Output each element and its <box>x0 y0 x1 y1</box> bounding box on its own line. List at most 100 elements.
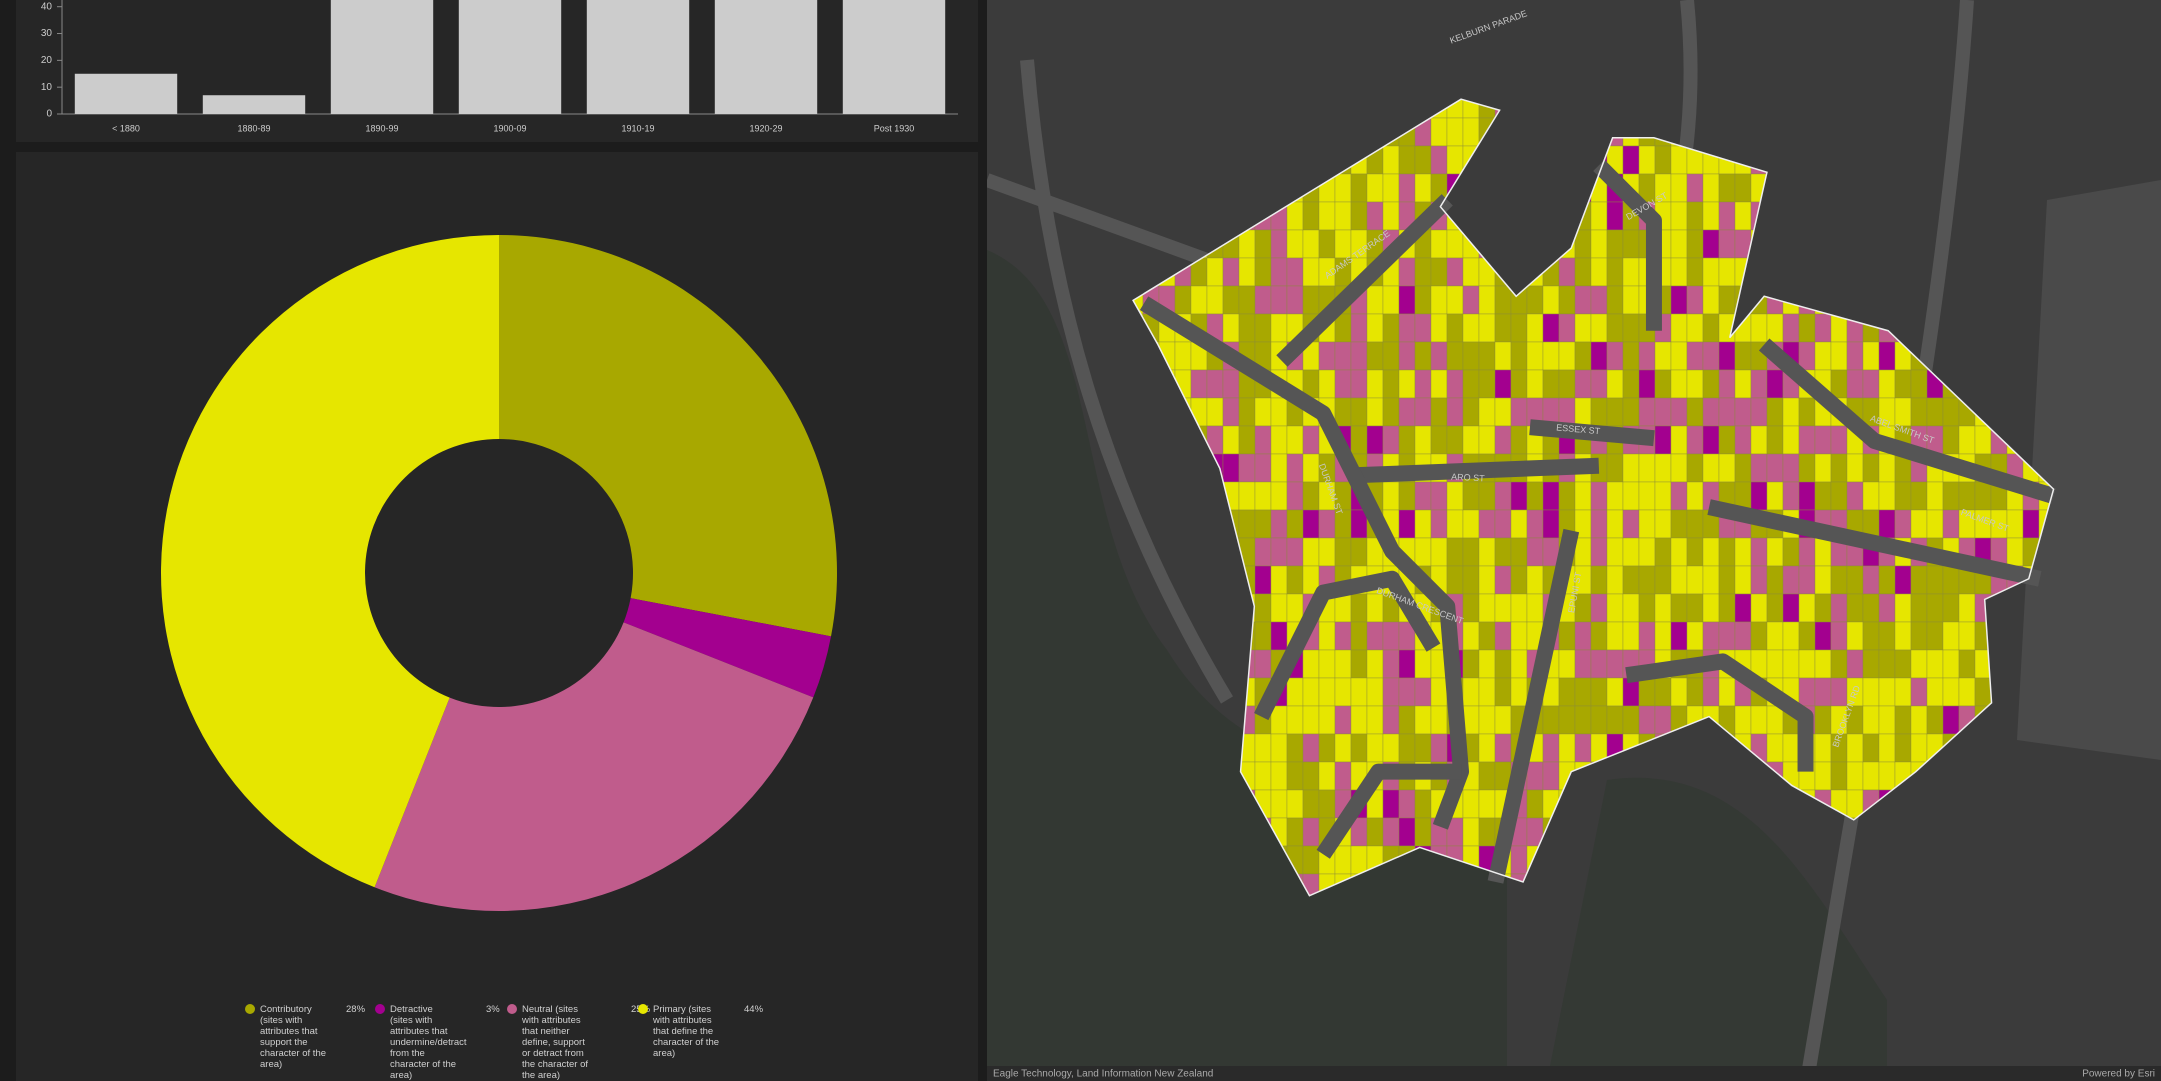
parcel <box>1926 509 1944 539</box>
parcel <box>1590 201 1608 231</box>
parcel <box>1318 509 1336 539</box>
y-tick-label: 40 <box>41 1 53 12</box>
parcel <box>1686 313 1704 343</box>
parcel <box>1382 369 1400 399</box>
parcel <box>1894 593 1912 623</box>
parcel <box>1590 397 1608 427</box>
parcel <box>1958 425 1976 455</box>
legend-swatch <box>375 1004 385 1014</box>
parcel <box>1350 649 1368 679</box>
parcel <box>1766 537 1784 567</box>
parcel <box>1942 481 1960 511</box>
parcel <box>1862 761 1880 791</box>
parcel <box>1494 481 1512 511</box>
parcel <box>1814 341 1832 371</box>
parcel <box>1414 145 1432 175</box>
parcel <box>1270 789 1288 819</box>
parcel <box>1606 229 1624 259</box>
parcel <box>1382 201 1400 231</box>
park <box>1547 777 1887 1081</box>
parcel <box>1590 257 1608 287</box>
legend-label: Neutral (sites with attributes that neit… <box>522 1004 589 1081</box>
parcel <box>1510 313 1528 343</box>
parcel <box>1638 453 1656 483</box>
street <box>1316 763 1462 859</box>
x-tick-label: 1880-89 <box>237 123 270 133</box>
parcel <box>1622 369 1640 399</box>
parcel <box>1606 509 1624 539</box>
parcel <box>1302 509 1320 539</box>
parcel <box>1350 341 1368 371</box>
parcel <box>1382 621 1400 651</box>
parcel <box>1254 565 1272 595</box>
parcel <box>1942 425 1960 455</box>
attribution-bar <box>987 1066 2161 1081</box>
parcel <box>1430 705 1448 735</box>
parcel <box>1238 509 1256 539</box>
parcel <box>1830 453 1848 483</box>
parcel <box>1670 537 1688 567</box>
parcel <box>1782 453 1800 483</box>
parcel <box>1910 481 1928 511</box>
parcel <box>1446 257 1464 287</box>
parcel <box>1830 593 1848 623</box>
parcel <box>1910 509 1928 539</box>
parcel <box>1302 425 1320 455</box>
x-tick-label: < 1880 <box>112 123 140 133</box>
parcel <box>1366 705 1384 735</box>
parcel <box>1878 565 1896 595</box>
parcel <box>1462 313 1480 343</box>
street <box>1487 528 1580 884</box>
parcel <box>1494 509 1512 539</box>
parcel <box>1398 145 1416 175</box>
parcel <box>1606 341 1624 371</box>
parcel <box>1574 341 1592 371</box>
parcel <box>1686 425 1704 455</box>
parcel <box>1286 537 1304 567</box>
parcel <box>1798 481 1816 511</box>
parcel <box>1302 201 1320 231</box>
parcel <box>1350 509 1368 539</box>
parcel <box>1878 509 1896 539</box>
parcel <box>1302 733 1320 763</box>
street <box>1254 570 1441 721</box>
parcel <box>1462 285 1480 315</box>
parcel <box>1382 705 1400 735</box>
parcel <box>1670 173 1688 203</box>
parcel <box>1494 733 1512 763</box>
x-tick-label: 1890-99 <box>365 123 398 133</box>
parcel <box>1878 341 1896 371</box>
parcel <box>1638 565 1656 595</box>
parcel <box>1686 397 1704 427</box>
parcel <box>1702 313 1720 343</box>
parcel <box>1446 481 1464 511</box>
parcel <box>1174 341 1192 371</box>
parcel <box>1302 229 1320 259</box>
parcel <box>1254 453 1272 483</box>
parcel <box>1414 285 1432 315</box>
parcel <box>1798 621 1816 651</box>
map[interactable]: Eagle Technology, Land Information New Z… <box>987 0 2161 1081</box>
parcel <box>1446 565 1464 595</box>
parcel <box>1478 537 1496 567</box>
parcel <box>1302 537 1320 567</box>
parcel <box>1558 257 1576 287</box>
parcel <box>2022 509 2040 539</box>
parcel <box>1222 369 1240 399</box>
parcel <box>1654 481 1672 511</box>
parcel <box>1270 313 1288 343</box>
parcel <box>1334 593 1352 623</box>
parcel <box>1526 537 1544 567</box>
parcel <box>1766 369 1784 399</box>
parcel <box>1686 677 1704 707</box>
parcel <box>1894 677 1912 707</box>
parcel <box>1446 341 1464 371</box>
street-label: ARO ST <box>1451 472 1485 484</box>
parcel <box>1254 313 1272 343</box>
parcel <box>1686 481 1704 511</box>
parcel <box>1798 425 1816 455</box>
parcel <box>1734 565 1752 595</box>
parcel <box>1958 481 1976 511</box>
parcel <box>1718 537 1736 567</box>
parcel <box>1430 229 1448 259</box>
